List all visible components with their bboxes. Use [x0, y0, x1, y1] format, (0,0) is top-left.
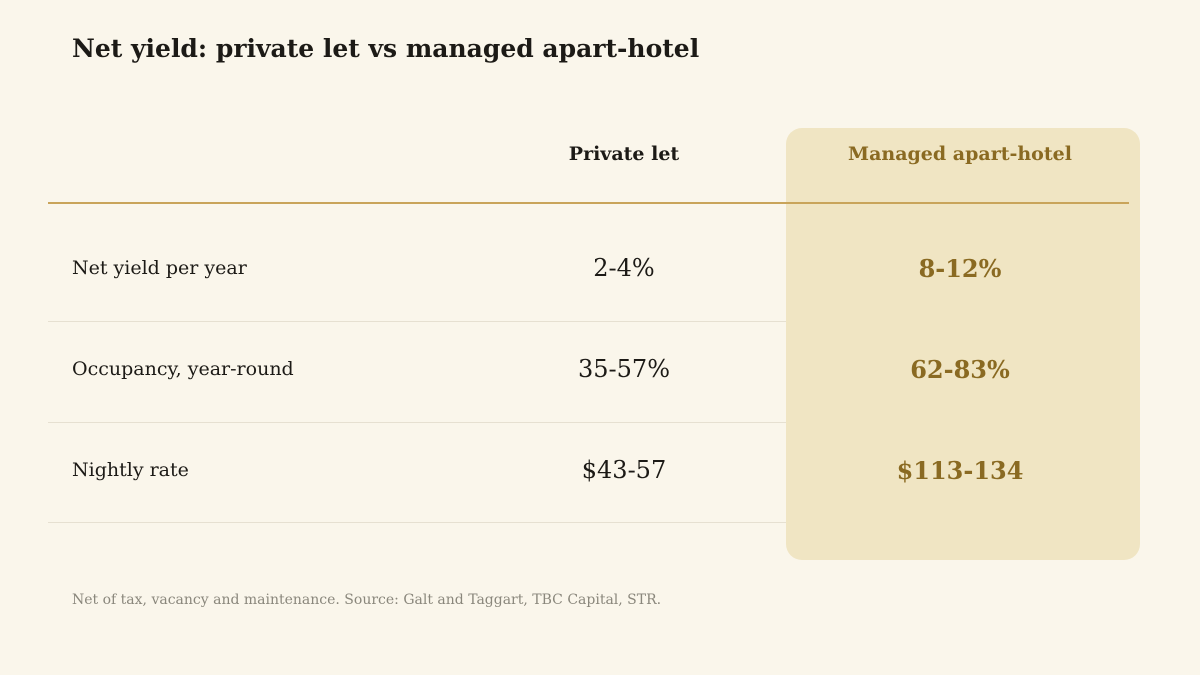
row-divider	[48, 321, 786, 322]
row-label-occupancy: Occupancy, year-round	[72, 358, 294, 380]
column-header-private-let: Private let	[568, 143, 680, 165]
cell-private-net-yield: 2-4%	[593, 254, 655, 282]
header-divider	[48, 202, 1129, 204]
cell-private-nightly-rate: $43-57	[581, 456, 667, 484]
cell-managed-occupancy: 62-83%	[910, 355, 1010, 384]
column-header-managed-apart-hotel: Managed apart-hotel	[848, 143, 1072, 165]
cell-managed-net-yield: 8-12%	[918, 254, 1002, 283]
chart-title: Net yield: private let vs managed apart-…	[72, 34, 700, 63]
row-divider	[48, 522, 786, 523]
managed-column-highlight	[786, 128, 1140, 560]
row-divider	[48, 422, 786, 423]
row-label-net-yield: Net yield per year	[72, 257, 247, 279]
source-footnote: Net of tax, vacancy and maintenance. Sou…	[72, 592, 662, 608]
row-label-nightly-rate: Nightly rate	[72, 459, 189, 481]
cell-managed-nightly-rate: $113-134	[896, 456, 1024, 485]
cell-private-occupancy: 35-57%	[578, 355, 670, 383]
